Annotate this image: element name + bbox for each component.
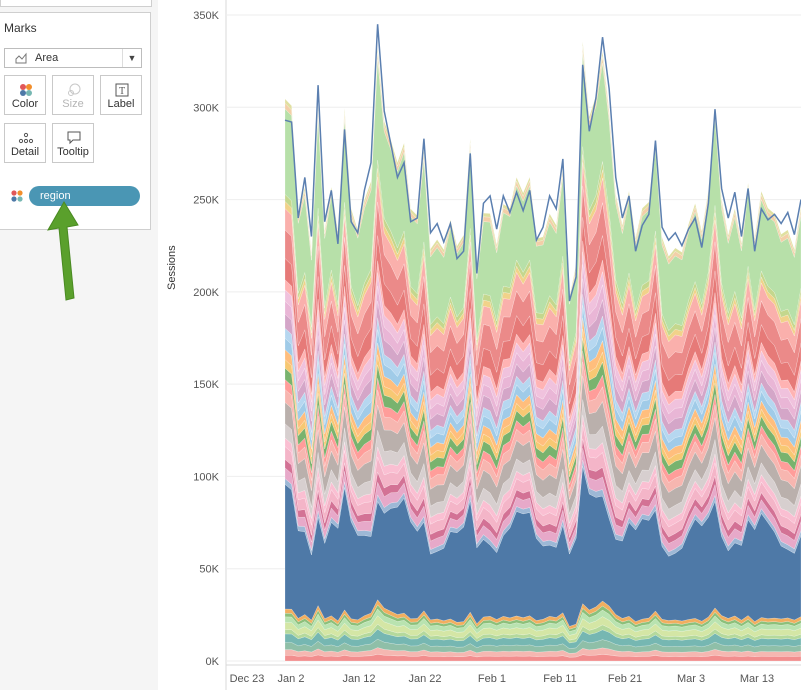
- x-tick-label: Jan 22: [408, 673, 441, 685]
- region-field-pill[interactable]: region: [29, 186, 140, 206]
- color-button[interactable]: Color: [4, 75, 46, 115]
- marks-card: Marks Area ▼ Color Size T: [0, 12, 151, 230]
- y-tick-label: 300K: [193, 102, 219, 114]
- marks-card-title: Marks: [4, 21, 37, 35]
- color-dots-icon: [20, 84, 32, 96]
- y-tick-label: 250K: [193, 195, 219, 207]
- detail-dots-icon: [18, 132, 34, 144]
- tooltip-button[interactable]: Tooltip: [52, 123, 94, 163]
- x-tick-label: Feb 1: [478, 673, 506, 685]
- total-series-line[interactable]: [284, 24, 801, 302]
- x-tick-label: Dec 23: [230, 673, 265, 685]
- x-tick-label: Jan 12: [342, 673, 375, 685]
- size-button-label: Size: [62, 98, 84, 110]
- detail-button-label: Detail: [10, 146, 40, 158]
- svg-text:T: T: [119, 86, 125, 97]
- y-tick-label: 200K: [193, 287, 219, 299]
- mark-type-label: Area: [35, 52, 59, 64]
- color-dots-icon: [11, 190, 23, 202]
- area-chart-icon: [15, 52, 27, 64]
- detail-button[interactable]: Detail: [4, 123, 46, 163]
- left-shelf-panel: Marks Area ▼ Color Size T: [0, 0, 158, 690]
- area-chart: 0K 50K 100K 150K 200K 250K 300K 350K Dec 23 Jan 2…: [158, 0, 801, 690]
- chevron-down-icon[interactable]: ▼: [122, 49, 141, 67]
- x-tick-label: Jan 2: [278, 673, 305, 685]
- mark-type-dropdown[interactable]: Area ▼: [4, 48, 142, 68]
- y-axis-title: Sessions: [166, 245, 178, 290]
- chart-canvas: 0K 50K 100K 150K 200K 250K 300K 350K Dec 23 Jan 2…: [193, 0, 801, 690]
- y-tick-label: 50K: [199, 564, 219, 576]
- color-button-label: Color: [11, 98, 39, 110]
- y-tick-label: 100K: [193, 471, 219, 483]
- filters-card: [0, 0, 152, 7]
- size-button[interactable]: Size: [52, 75, 94, 115]
- y-tick-label: 350K: [193, 10, 219, 22]
- label-icon: T: [115, 83, 129, 97]
- x-tick-label: Mar 3: [677, 673, 705, 685]
- x-tick-label: Feb 21: [608, 673, 642, 685]
- green-arrow-annotation: [47, 201, 79, 301]
- label-button[interactable]: T Label: [100, 75, 142, 115]
- y-tick-label: 150K: [193, 379, 219, 391]
- x-tick-label: Feb 11: [543, 673, 576, 685]
- y-tick-label: 0K: [206, 656, 220, 668]
- tooltip-button-label: Tooltip: [57, 146, 89, 158]
- x-tick-label: Mar 13: [740, 673, 774, 685]
- size-icon: [68, 83, 81, 96]
- label-button-label: Label: [107, 98, 135, 110]
- tooltip-icon: [67, 131, 81, 145]
